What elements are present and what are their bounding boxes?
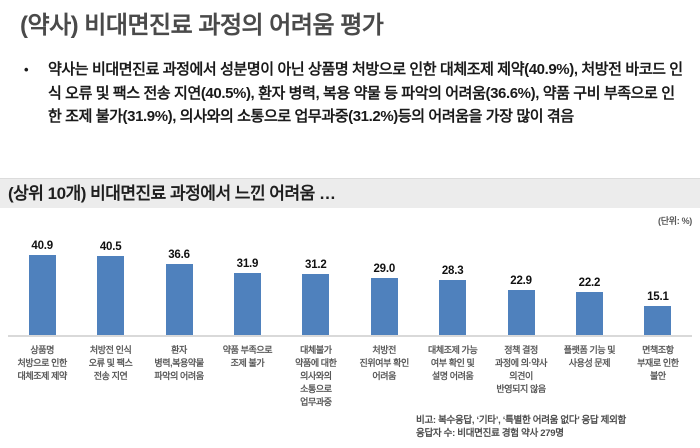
bar-column: 31.9 [213, 230, 281, 335]
bar-value-label: 29.0 [373, 263, 396, 275]
footnote-line1: 비고: 복수응답, ‘기타’, ‘특별한 어려움 없다’ 응답 제외함 [416, 415, 626, 426]
bar-category-label: 상품명 처방으로 인한 대체조제 제약 [17, 345, 68, 381]
bar-value-label: 36.6 [168, 249, 190, 261]
bar-category-label: 정책 결정 과정에 의·약사 의견이 반영되지 않음 [495, 345, 548, 394]
bar-column: 22.9 [487, 230, 555, 335]
bar-category-label: 처방전 인식 오류 및 팩스 전송 지연 [88, 345, 133, 381]
bar [644, 306, 672, 335]
bar-column: 31.2 [282, 230, 350, 335]
bar-value-label: 31.9 [236, 258, 259, 270]
bar [165, 264, 193, 335]
bar-value-label: 40.5 [99, 241, 122, 253]
chart-section-header: (상위 10개) 비대면진료 과정에서 느낀 어려움 … [0, 178, 700, 208]
bar-value-label: 31.2 [305, 259, 327, 271]
bar-column: 29.0 [350, 230, 418, 335]
bar-category-label: 플랫폼 기능 및 사용성 문제 [563, 345, 616, 368]
bar-category-label: 처방전 진위여부 확인 어려움 [359, 345, 410, 381]
bar-category-label: 대체조제 가능 여부 확인 및 설명 어려움 [427, 345, 478, 381]
unit-label: (단위: %) [658, 216, 692, 226]
bar-value-label: 15.1 [647, 291, 669, 303]
chart-section-title: (상위 10개) 비대면진료 과정에서 느낀 어려움 … [8, 184, 336, 203]
bar [28, 255, 56, 335]
summary-bullet: • 약사는 비대면진료 과정에서 성분명이 아닌 상품명 처방으로 인한 대체조… [24, 58, 684, 129]
bullet-icon: • [24, 62, 29, 77]
bar [302, 274, 330, 335]
bar [97, 256, 125, 335]
bar-column: 36.6 [145, 230, 213, 335]
bar-column: 15.1 [624, 230, 692, 335]
bar-category-label: 약품 부족으로 조제 불가 [222, 345, 273, 368]
bar-category-label: 대체불가 약품에 대한 의사와의 소통으로 업무과중 [295, 345, 337, 407]
bar [370, 278, 398, 335]
bar-category-label: 면책조항 부재로 인한 불안 [637, 345, 679, 381]
bar-value-label: 28.3 [441, 265, 464, 277]
bar-column: 40.5 [76, 230, 144, 335]
bar [233, 273, 261, 335]
bar-chart-categories: 상품명 처방으로 인한 대체조제 제약 처방전 인식 오류 및 팩스 전송 지연 환… [8, 344, 692, 409]
page-title: (약사) 비대면진료 과정의 어려움 평가 [20, 12, 384, 39]
bar-column: 28.3 [418, 230, 486, 335]
bar-chart-plot: 40.9 40.5 36.6 31.9 31.2 29.0 28.3 22.9 22.2 15.1 [8, 230, 692, 337]
footnote-line2: 응답자 수: 비대면진료 경험 약사 279명 [416, 427, 564, 439]
bar [507, 290, 535, 335]
bar-value-label: 22.2 [578, 277, 601, 289]
bar [439, 280, 467, 335]
bar-value-label: 22.9 [510, 275, 532, 287]
footnote: 비고: 복수응답, ‘기타’, ‘특별한 어려움 없다’ 응답 제외함 응답자 … [416, 415, 696, 440]
bar-column: 22.2 [555, 230, 623, 335]
bar-category-label: 환자 병력,복용약물 파악의 어려움 [154, 345, 204, 381]
bar-column: 40.9 [8, 230, 76, 335]
bar-value-label: 40.9 [31, 240, 53, 252]
bar [575, 292, 603, 335]
summary-text: 약사는 비대면진료 과정에서 성분명이 아닌 상품명 처방으로 인한 대체조제 … [48, 61, 683, 125]
